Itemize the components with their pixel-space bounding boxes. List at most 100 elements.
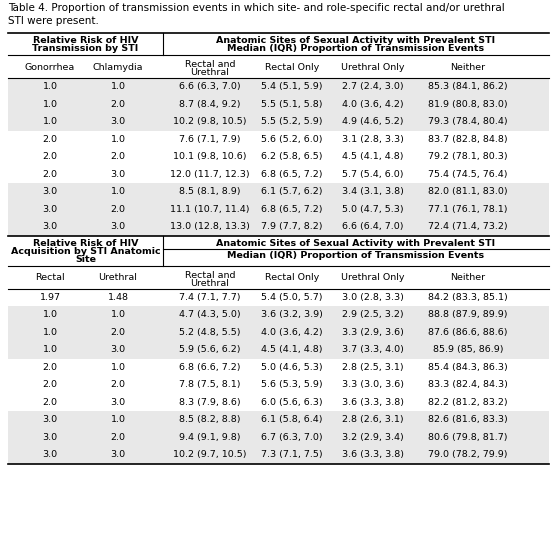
Text: 1.48: 1.48 <box>108 292 129 302</box>
Text: 2.0: 2.0 <box>42 170 57 179</box>
Text: Urethral: Urethral <box>190 279 229 287</box>
Text: 2.8 (2.5, 3.1): 2.8 (2.5, 3.1) <box>342 363 404 372</box>
Bar <box>8 306 549 324</box>
Text: 10.1 (9.8, 10.6): 10.1 (9.8, 10.6) <box>173 152 247 162</box>
Text: 5.2 (4.8, 5.5): 5.2 (4.8, 5.5) <box>179 328 241 337</box>
Text: 6.8 (6.6, 7.2): 6.8 (6.6, 7.2) <box>179 363 241 372</box>
Text: Rectal and: Rectal and <box>185 270 235 280</box>
Text: 6.7 (6.3, 7.0): 6.7 (6.3, 7.0) <box>261 433 323 442</box>
Text: STI were present.: STI were present. <box>8 16 99 26</box>
Text: 8.5 (8.2, 8.8): 8.5 (8.2, 8.8) <box>179 415 241 424</box>
Text: 5.4 (5.1, 5.9): 5.4 (5.1, 5.9) <box>261 82 323 91</box>
Text: 85.9 (85, 86.9): 85.9 (85, 86.9) <box>433 345 504 354</box>
Text: 5.0 (4.7, 5.3): 5.0 (4.7, 5.3) <box>342 205 404 214</box>
Text: 3.0: 3.0 <box>110 398 125 407</box>
Text: 8.3 (7.9, 8.6): 8.3 (7.9, 8.6) <box>179 398 241 407</box>
Text: 2.0: 2.0 <box>110 152 125 162</box>
Bar <box>8 341 549 359</box>
Text: Neither: Neither <box>451 273 486 282</box>
Text: 1.0: 1.0 <box>42 345 57 354</box>
Text: 4.5 (4.1, 4.8): 4.5 (4.1, 4.8) <box>342 152 404 162</box>
Text: 6.8 (6.5, 7.2): 6.8 (6.5, 7.2) <box>261 205 323 214</box>
Text: 4.7 (4.3, 5.0): 4.7 (4.3, 5.0) <box>179 310 241 319</box>
Bar <box>8 78 549 95</box>
Text: Urethral: Urethral <box>99 273 138 282</box>
Text: 2.0: 2.0 <box>110 100 125 109</box>
Text: 5.6 (5.3, 5.9): 5.6 (5.3, 5.9) <box>261 380 323 389</box>
Text: Anatomic Sites of Sexual Activity with Prevalent STI: Anatomic Sites of Sexual Activity with P… <box>217 36 496 45</box>
Text: 80.6 (79.8, 81.7): 80.6 (79.8, 81.7) <box>428 433 508 442</box>
Text: 3.0: 3.0 <box>42 450 57 459</box>
Text: Neither: Neither <box>451 63 486 72</box>
Text: 9.4 (9.1, 9.8): 9.4 (9.1, 9.8) <box>179 433 241 442</box>
Text: Median (IQR) Proportion of Transmission Events: Median (IQR) Proportion of Transmission … <box>227 44 485 53</box>
Text: 2.0: 2.0 <box>42 380 57 389</box>
Text: 4.5 (4.1, 4.8): 4.5 (4.1, 4.8) <box>261 345 323 354</box>
Text: 2.0: 2.0 <box>42 398 57 407</box>
Text: 7.3 (7.1, 7.5): 7.3 (7.1, 7.5) <box>261 450 323 459</box>
Text: Rectal Only: Rectal Only <box>265 273 319 282</box>
Text: 3.4 (3.1, 3.8): 3.4 (3.1, 3.8) <box>342 187 404 196</box>
Text: 82.2 (81.2, 83.2): 82.2 (81.2, 83.2) <box>428 398 508 407</box>
Text: 75.4 (74.5, 76.4): 75.4 (74.5, 76.4) <box>428 170 508 179</box>
Text: 6.1 (5.7, 6.2): 6.1 (5.7, 6.2) <box>261 187 323 196</box>
Text: 3.0: 3.0 <box>110 170 125 179</box>
Text: 1.0: 1.0 <box>110 363 125 372</box>
Bar <box>8 324 549 341</box>
Text: 79.0 (78.2, 79.9): 79.0 (78.2, 79.9) <box>428 450 508 459</box>
Text: 3.6 (3.2, 3.9): 3.6 (3.2, 3.9) <box>261 310 323 319</box>
Text: 3.0: 3.0 <box>110 450 125 459</box>
Text: 3.0 (2.8, 3.3): 3.0 (2.8, 3.3) <box>342 292 404 302</box>
Text: 3.0: 3.0 <box>42 222 57 231</box>
Text: 1.0: 1.0 <box>110 187 125 196</box>
Bar <box>8 183 549 200</box>
Text: Transmission by STI: Transmission by STI <box>32 44 139 53</box>
Text: 72.4 (71.4, 73.2): 72.4 (71.4, 73.2) <box>428 222 508 231</box>
Text: 8.7 (8.4, 9.2): 8.7 (8.4, 9.2) <box>179 100 241 109</box>
Text: Urethral Only: Urethral Only <box>341 273 405 282</box>
Text: 1.97: 1.97 <box>40 292 61 302</box>
Text: 88.8 (87.9, 89.9): 88.8 (87.9, 89.9) <box>428 310 508 319</box>
Text: 10.2 (9.8, 10.5): 10.2 (9.8, 10.5) <box>173 117 247 126</box>
Text: 3.3 (2.9, 3.6): 3.3 (2.9, 3.6) <box>342 328 404 337</box>
Text: Rectal: Rectal <box>35 273 65 282</box>
Text: 10.2 (9.7, 10.5): 10.2 (9.7, 10.5) <box>173 450 247 459</box>
Text: 5.4 (5.0, 5.7): 5.4 (5.0, 5.7) <box>261 292 323 302</box>
Text: 3.3 (3.0, 3.6): 3.3 (3.0, 3.6) <box>342 380 404 389</box>
Text: 1.0: 1.0 <box>110 310 125 319</box>
Text: 3.6 (3.3, 3.8): 3.6 (3.3, 3.8) <box>342 450 404 459</box>
Text: 2.0: 2.0 <box>42 152 57 162</box>
Bar <box>8 113 549 130</box>
Text: 1.0: 1.0 <box>110 135 125 144</box>
Text: 2.0: 2.0 <box>110 380 125 389</box>
Text: 3.0: 3.0 <box>110 222 125 231</box>
Bar <box>8 200 549 218</box>
Text: 1.0: 1.0 <box>110 82 125 91</box>
Text: 1.0: 1.0 <box>42 100 57 109</box>
Text: 1.0: 1.0 <box>42 328 57 337</box>
Text: 3.1 (2.8, 3.3): 3.1 (2.8, 3.3) <box>342 135 404 144</box>
Text: 83.3 (82.4, 84.3): 83.3 (82.4, 84.3) <box>428 380 508 389</box>
Text: 4.9 (4.6, 5.2): 4.9 (4.6, 5.2) <box>342 117 404 126</box>
Text: Acquisition by STI Anatomic: Acquisition by STI Anatomic <box>11 246 160 255</box>
Text: 3.0: 3.0 <box>110 345 125 354</box>
Text: Urethral: Urethral <box>190 68 229 77</box>
Text: 5.5 (5.2, 5.9): 5.5 (5.2, 5.9) <box>261 117 323 126</box>
Bar <box>8 411 549 428</box>
Text: 6.0 (5.6, 6.3): 6.0 (5.6, 6.3) <box>261 398 323 407</box>
Text: 6.8 (6.5, 7.2): 6.8 (6.5, 7.2) <box>261 170 323 179</box>
Text: Site: Site <box>75 255 96 264</box>
Text: Gonorrhea: Gonorrhea <box>25 63 75 72</box>
Text: 1.0: 1.0 <box>110 415 125 424</box>
Text: 2.0: 2.0 <box>110 328 125 337</box>
Text: Rectal and: Rectal and <box>185 60 235 69</box>
Text: 79.3 (78.4, 80.4): 79.3 (78.4, 80.4) <box>428 117 508 126</box>
Text: 2.0: 2.0 <box>42 363 57 372</box>
Bar <box>8 218 549 235</box>
Text: 5.5 (5.1, 5.8): 5.5 (5.1, 5.8) <box>261 100 323 109</box>
Text: 82.6 (81.6, 83.3): 82.6 (81.6, 83.3) <box>428 415 508 424</box>
Text: 6.6 (6.4, 7.0): 6.6 (6.4, 7.0) <box>342 222 404 231</box>
Text: 81.9 (80.8, 83.0): 81.9 (80.8, 83.0) <box>428 100 508 109</box>
Text: Median (IQR) Proportion of Transmission Events: Median (IQR) Proportion of Transmission … <box>227 251 485 260</box>
Text: 8.5 (8.1, 8.9): 8.5 (8.1, 8.9) <box>179 187 241 196</box>
